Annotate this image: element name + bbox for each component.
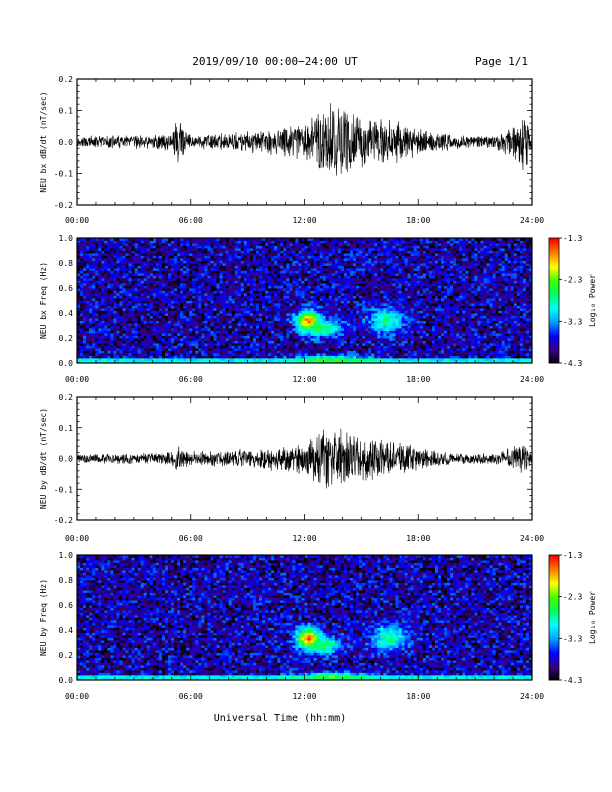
x-tick-label: 00:00: [65, 375, 89, 384]
dbdt-trace: [76, 428, 533, 489]
y-tick-label: 0.2: [59, 393, 74, 402]
x-tick-label: 12:00: [292, 375, 316, 384]
colorbar-tick-label: -1.3: [563, 551, 582, 560]
x-tick-label: 06:00: [179, 534, 203, 543]
colorbar-tick-label: -3.3: [563, 317, 582, 326]
y-axis-label: NEU bx Freq (Hz): [39, 262, 48, 339]
colorbar-tick-label: -2.3: [563, 593, 582, 602]
y-tick-label: 0.1: [59, 107, 74, 116]
colorbar-label: Log₁₀ Power: [588, 274, 597, 327]
dbdt-trace: [76, 103, 533, 176]
y-tick-label: 0.6: [59, 601, 74, 610]
y-tick-label: -0.1: [54, 485, 73, 494]
x-tick-label: 24:00: [520, 534, 544, 543]
by-spectrogram-panel: 00:00 06:00 12:00 18:00 24:00 0.0 0.2 0.4 0.6 0.8…: [39, 551, 597, 701]
x-tick-label: 00:00: [65, 534, 89, 543]
colorbar-tick-label: -4.3: [563, 676, 582, 685]
date-range-title: 2019/09/10 00:00−24:00 UT: [192, 55, 358, 68]
colorbar-tick-label: -3.3: [563, 634, 582, 643]
y-tick-label: 0.0: [59, 676, 74, 685]
x-tick-label: 06:00: [179, 375, 203, 384]
colorbar: -1.3 -2.3 -3.3 -4.3 Log₁₀ Power: [548, 234, 597, 368]
x-tick-label: 12:00: [292, 534, 316, 543]
x-tick-label: 18:00: [406, 375, 430, 384]
y-tick-label: -0.2: [54, 516, 73, 525]
x-tick-label: 00:00: [65, 692, 89, 701]
colorbar-tick-label: -4.3: [563, 359, 582, 368]
y-tick-label: 0.8: [59, 576, 74, 585]
y-tick-label: 1.0: [59, 234, 74, 243]
bx-spectrogram-panel: 00:00 06:00 12:00 18:00 24:00 0.0 0.2 0.4 0.6 0.8…: [39, 234, 597, 384]
y-tick-label: -0.2: [54, 201, 73, 210]
x-tick-label: 18:00: [406, 692, 430, 701]
y-tick-label: 0.8: [59, 259, 74, 268]
y-axis-label: NEU by Freq (Hz): [39, 579, 48, 656]
bx-dbdt-panel: 00:00 06:00 12:00 18:00 24:00 -0.2 -0.1 0.0 0.1 0…: [39, 75, 544, 225]
by-dbdt-panel: 00:00 06:00 12:00 18:00 24:00 -0.2 -0.1 0.0 0.1 0…: [39, 393, 544, 543]
colorbar-tick-label: -2.3: [563, 276, 582, 285]
y-tick-label: 0.2: [59, 651, 74, 660]
y-axis-label: NEU bx dB/dt (nT/sec): [39, 91, 48, 192]
spectrogram-cells: [77, 555, 533, 681]
x-tick-label: 06:00: [179, 216, 203, 225]
y-tick-label: 0.0: [59, 455, 74, 464]
colorbar-frame: [548, 237, 560, 364]
colorbar-frame: [548, 554, 560, 681]
y-axis-label: NEU by dB/dt (nT/sec): [39, 408, 48, 509]
x-axis-label: Universal Time (hh:mm): [214, 713, 346, 724]
y-tick-label: 0.1: [59, 424, 74, 433]
y-tick-label: 0.0: [59, 359, 74, 368]
x-tick-label: 24:00: [520, 692, 544, 701]
x-tick-label: 12:00: [292, 692, 316, 701]
x-tick-label: 18:00: [406, 216, 430, 225]
x-tick-label: 18:00: [406, 534, 430, 543]
spectrogram-cells: [77, 238, 533, 364]
x-tick-label: 12:00: [292, 216, 316, 225]
y-tick-label: 1.0: [59, 551, 74, 560]
y-tick-label: 0.2: [59, 334, 74, 343]
x-tick-label: 06:00: [179, 692, 203, 701]
y-tick-label: 0.4: [59, 309, 74, 318]
y-tick-label: 0.0: [59, 138, 74, 147]
x-tick-label: 00:00: [65, 216, 89, 225]
colorbar-tick-label: -1.3: [563, 234, 582, 243]
x-tick-label: 24:00: [520, 375, 544, 384]
colorbar-label: Log₁₀ Power: [588, 591, 597, 644]
y-tick-label: -0.1: [54, 170, 73, 179]
y-tick-label: 0.6: [59, 284, 74, 293]
colorbar: -1.3 -2.3 -3.3 -4.3 Log₁₀ Power: [548, 551, 597, 685]
y-tick-label: 0.4: [59, 626, 74, 635]
y-tick-label: 0.2: [59, 75, 74, 84]
page-indicator: Page 1/1: [475, 55, 528, 68]
x-tick-label: 24:00: [520, 216, 544, 225]
